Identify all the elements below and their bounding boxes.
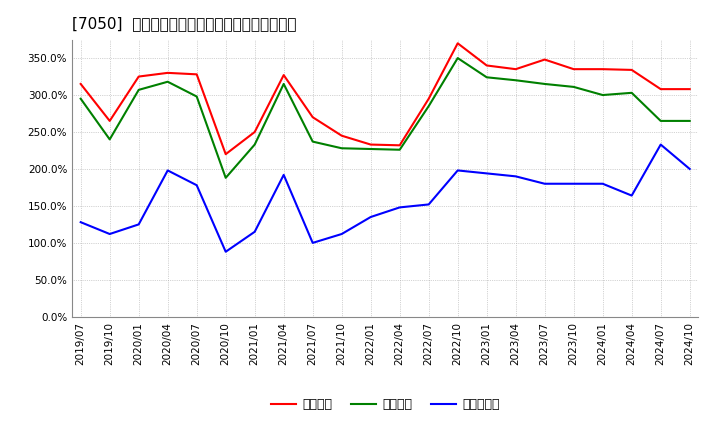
流動比率 bbox=[395, 143, 404, 148]
当座比率 bbox=[251, 142, 259, 147]
現預金比率 bbox=[685, 166, 694, 172]
流動比率 bbox=[221, 151, 230, 157]
現預金比率 bbox=[366, 214, 375, 220]
当座比率 bbox=[627, 90, 636, 95]
流動比率 bbox=[424, 96, 433, 101]
現預金比率 bbox=[598, 181, 607, 187]
現預金比率 bbox=[308, 240, 317, 246]
当座比率 bbox=[135, 87, 143, 92]
流動比率 bbox=[163, 70, 172, 76]
流動比率 bbox=[366, 142, 375, 147]
当座比率 bbox=[366, 147, 375, 152]
流動比率 bbox=[135, 74, 143, 79]
当座比率 bbox=[338, 146, 346, 151]
Line: 現預金比率: 現預金比率 bbox=[81, 145, 690, 252]
流動比率 bbox=[627, 67, 636, 73]
現預金比率 bbox=[105, 231, 114, 237]
現預金比率 bbox=[163, 168, 172, 173]
当座比率 bbox=[598, 92, 607, 98]
流動比率 bbox=[76, 81, 85, 87]
現預金比率 bbox=[135, 222, 143, 227]
当座比率 bbox=[570, 84, 578, 90]
流動比率 bbox=[308, 114, 317, 120]
流動比率 bbox=[541, 57, 549, 62]
現預金比率 bbox=[395, 205, 404, 210]
現預金比率 bbox=[424, 202, 433, 207]
当座比率 bbox=[454, 55, 462, 61]
Line: 流動比率: 流動比率 bbox=[81, 43, 690, 154]
Line: 当座比率: 当座比率 bbox=[81, 58, 690, 178]
Text: [7050]  流動比率、当座比率、現預金比率の推移: [7050] 流動比率、当座比率、現預金比率の推移 bbox=[72, 16, 297, 32]
流動比率 bbox=[511, 66, 520, 72]
当座比率 bbox=[163, 79, 172, 84]
当座比率 bbox=[395, 147, 404, 152]
当座比率 bbox=[657, 118, 665, 124]
現預金比率 bbox=[511, 174, 520, 179]
現預金比率 bbox=[657, 142, 665, 147]
流動比率 bbox=[251, 129, 259, 135]
当座比率 bbox=[424, 103, 433, 109]
当座比率 bbox=[308, 139, 317, 144]
現預金比率 bbox=[221, 249, 230, 254]
現預金比率 bbox=[570, 181, 578, 187]
流動比率 bbox=[454, 40, 462, 46]
流動比率 bbox=[192, 72, 201, 77]
流動比率 bbox=[482, 63, 491, 68]
当座比率 bbox=[192, 94, 201, 99]
流動比率 bbox=[570, 66, 578, 72]
現預金比率 bbox=[338, 231, 346, 237]
当座比率 bbox=[685, 118, 694, 124]
流動比率 bbox=[598, 66, 607, 72]
当座比率 bbox=[105, 137, 114, 142]
現預金比率 bbox=[541, 181, 549, 187]
当座比率 bbox=[511, 77, 520, 83]
当座比率 bbox=[76, 96, 85, 101]
現預金比率 bbox=[279, 172, 288, 177]
当座比率 bbox=[279, 81, 288, 87]
現預金比率 bbox=[627, 193, 636, 198]
現預金比率 bbox=[192, 183, 201, 188]
当座比率 bbox=[541, 81, 549, 87]
Legend: 流動比率, 当座比率, 現預金比率: 流動比率, 当座比率, 現預金比率 bbox=[266, 393, 505, 416]
現預金比率 bbox=[76, 220, 85, 225]
現預金比率 bbox=[454, 168, 462, 173]
現預金比率 bbox=[251, 229, 259, 235]
現預金比率 bbox=[482, 171, 491, 176]
流動比率 bbox=[279, 73, 288, 78]
流動比率 bbox=[685, 87, 694, 92]
当座比率 bbox=[482, 75, 491, 80]
流動比率 bbox=[105, 118, 114, 124]
当座比率 bbox=[221, 175, 230, 180]
流動比率 bbox=[657, 87, 665, 92]
流動比率 bbox=[338, 133, 346, 138]
